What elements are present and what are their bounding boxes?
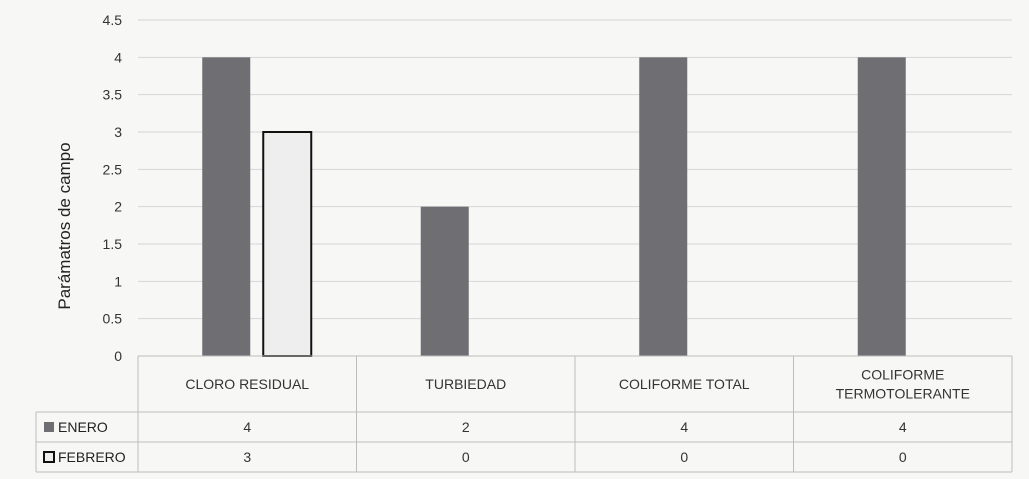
y-tick-label: 4: [114, 49, 122, 65]
category-label: COLIFORME TOTAL: [619, 376, 750, 392]
legend-key-enero: [44, 422, 54, 432]
data-label: 3: [243, 449, 251, 465]
bar-enero: [857, 57, 906, 356]
y-tick-label: 3: [114, 124, 122, 140]
y-axis-label: Parámatros de campo: [55, 142, 74, 309]
bar-febrero: [262, 131, 313, 357]
category-label: TERMOTOLERANTE: [836, 386, 970, 402]
bars: [202, 57, 906, 357]
y-tick-label: 2: [114, 199, 122, 215]
category-label: TURBIEDAD: [425, 376, 506, 392]
y-tick-label: 0: [114, 348, 122, 364]
data-label: 0: [680, 449, 688, 465]
data-label: 0: [899, 449, 907, 465]
y-tick-label: 1.5: [103, 236, 123, 252]
data-label: 4: [899, 419, 907, 435]
data-label: 2: [462, 419, 470, 435]
y-tick-label: 3.5: [103, 87, 123, 103]
bar-enero: [202, 57, 251, 356]
y-tick-label: 4.5: [103, 12, 123, 28]
data-label: 0: [462, 449, 470, 465]
data-table: CLORO RESIDUAL TURBIEDAD COLIFORME TOTAL CO…: [35, 355, 1013, 473]
data-label: 4: [680, 419, 688, 435]
legend-label-enero: ENERO: [58, 419, 108, 435]
y-tick-label: 1: [114, 273, 122, 289]
y-tick-label: 0.5: [103, 311, 123, 327]
category-label: CLORO RESIDUAL: [185, 376, 309, 392]
bar-enero: [420, 206, 469, 356]
legend-key-febrero: [43, 451, 55, 463]
category-label: COLIFORME: [861, 367, 944, 383]
y-tick-label: 2.5: [103, 161, 123, 177]
y-axis-ticks: 0 0.5 1 1.5 2 2.5 3 3.5 4 4.5: [103, 12, 123, 364]
legend-label-febrero: FEBRERO: [58, 449, 126, 465]
data-label: 4: [243, 419, 251, 435]
bar-enero: [639, 57, 688, 356]
